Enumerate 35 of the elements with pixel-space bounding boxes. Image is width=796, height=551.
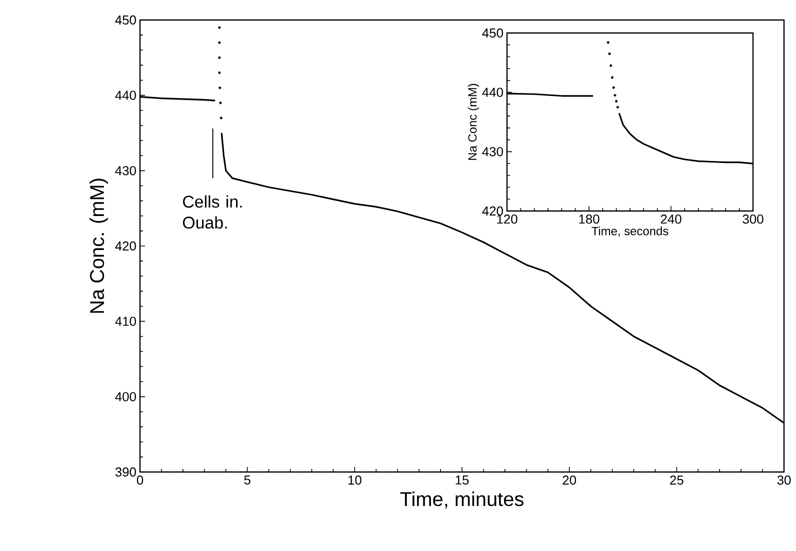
y-tick-label: 420 <box>115 241 136 251</box>
y-tick-label: 450 <box>482 28 503 38</box>
x-tick-label: 25 <box>670 476 684 485</box>
x-tick-label: 120 <box>497 214 518 224</box>
x-tick-label: 180 <box>579 214 600 224</box>
x-axis-title: Time, minutes <box>400 492 524 509</box>
y-tick-label: 440 <box>115 90 136 100</box>
point <box>616 106 619 108</box>
point <box>610 76 614 79</box>
y-tick-label: 390 <box>115 467 136 477</box>
x-tick-label: 15 <box>456 476 469 485</box>
x-tick-label: 300 <box>742 214 764 224</box>
x-tick-label: 240 <box>660 214 682 224</box>
y-axis-title: Na Conc (mM) <box>468 84 480 160</box>
point <box>614 94 616 97</box>
point <box>615 100 618 103</box>
point <box>610 64 612 67</box>
x-tick-label: 10 <box>348 476 362 485</box>
y-tick-label: 430 <box>482 147 503 156</box>
x-axis-title: Time, seconds <box>592 226 668 237</box>
y-axis-title: Na Conc. (mM) <box>89 178 108 313</box>
y-tick-label: 450 <box>115 15 136 25</box>
y-tick-label: 400 <box>115 392 136 402</box>
y-tick-label: 430 <box>115 166 136 176</box>
point <box>612 86 615 89</box>
y-tick-label: 410 <box>115 316 136 326</box>
x-tick-label: 20 <box>562 476 576 485</box>
annotation: Cells in. Ouab. <box>182 195 242 229</box>
x-tick-label: 5 <box>244 476 250 485</box>
y-tick-label: 440 <box>482 88 503 97</box>
y-tick-label: 420 <box>482 206 503 216</box>
point <box>608 52 611 56</box>
point <box>606 41 610 44</box>
x-tick-label: 30 <box>777 476 791 485</box>
x-tick-label: 0 <box>136 476 144 485</box>
